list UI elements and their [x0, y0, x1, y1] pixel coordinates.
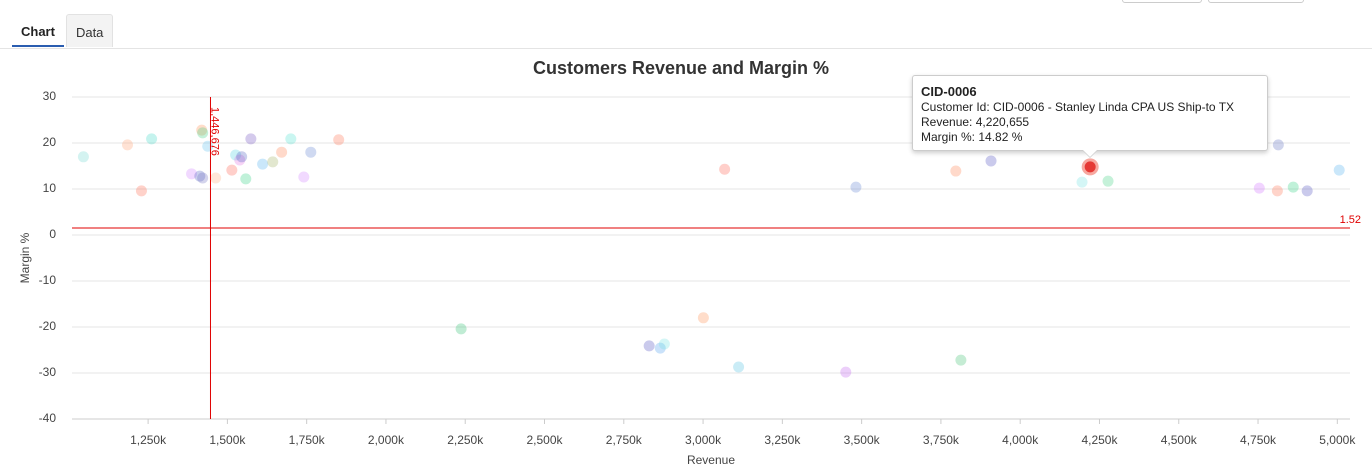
point [240, 173, 252, 185]
point [197, 172, 209, 184]
x-tick-label: 2,000k [368, 433, 405, 447]
point [455, 323, 467, 335]
point [697, 312, 709, 324]
point [276, 146, 288, 158]
point [285, 133, 297, 145]
point [658, 338, 670, 350]
point [654, 342, 666, 354]
x-tick-label: 3,750k [923, 433, 960, 447]
x-tick-label: 1,500k [209, 433, 246, 447]
point [186, 168, 198, 180]
y-tick-label: 0 [49, 227, 56, 241]
x-tick-label: 4,750k [1240, 433, 1277, 447]
point [333, 134, 345, 146]
point [257, 158, 269, 170]
point [135, 185, 147, 197]
x-tick-label: 2,500k [526, 433, 563, 447]
highlight-point [1081, 158, 1099, 176]
point [236, 151, 248, 163]
tabs: Chart Data [12, 14, 114, 47]
point [840, 366, 852, 378]
point [210, 172, 222, 184]
point [245, 133, 257, 145]
tooltip-line: Customer Id: CID-0006 - Stanley Linda CP… [921, 100, 1235, 114]
x-tick-label: 3,000k [685, 433, 722, 447]
x-axis-label: Revenue [687, 453, 735, 467]
x-tick-label: 4,250k [1081, 433, 1118, 447]
point [194, 170, 206, 182]
point [719, 163, 731, 175]
x-tick-label: 2,750k [606, 433, 643, 447]
y-tick-label: -30 [39, 365, 57, 379]
tab[interactable]: Data [65, 14, 114, 47]
point [643, 340, 655, 352]
point [1253, 182, 1265, 194]
reference-label-x: 1,446,676 [209, 107, 221, 156]
x-tick-label: 4,500k [1161, 433, 1198, 447]
button[interactable] [1208, 0, 1304, 3]
tab[interactable]: Chart [12, 14, 64, 47]
point [1333, 164, 1345, 176]
point [1287, 181, 1299, 193]
chart-title: Customers Revenue and Margin % [533, 58, 829, 78]
point [1272, 139, 1284, 151]
x-tick-label: 4,000k [1002, 433, 1039, 447]
x-tick-label: 3,250k [764, 433, 801, 447]
reference-label-y: 1.52 [1340, 214, 1361, 226]
y-tick-label: 30 [43, 89, 57, 103]
point [230, 149, 242, 161]
y-tick-label: -10 [39, 273, 57, 287]
y-tick-label: 10 [43, 181, 57, 195]
point [77, 151, 89, 163]
point [226, 164, 238, 176]
tooltip-line: Revenue: 4,220,655 [921, 115, 1030, 129]
point [267, 156, 279, 168]
point [196, 124, 208, 136]
y-tick-label: -40 [39, 411, 57, 425]
y-axis-label: Margin % [18, 232, 32, 283]
y-tick-label: 20 [43, 135, 57, 149]
point [121, 139, 133, 151]
point [950, 165, 962, 177]
y-tick-label: -20 [39, 319, 57, 333]
x-tick-label: 1,250k [130, 433, 167, 447]
point [985, 155, 997, 167]
point [298, 171, 310, 183]
tooltip-line: Margin %: 14.82 % [921, 130, 1023, 144]
point [1102, 175, 1114, 187]
point [1301, 185, 1313, 197]
point [1271, 185, 1283, 197]
tooltip-arrow [1083, 150, 1097, 157]
point [1076, 176, 1088, 188]
tooltip: CID-0006 Customer Id: CID-0006 - Stanley… [912, 75, 1268, 151]
point [305, 146, 317, 158]
point [850, 181, 862, 193]
point [146, 133, 158, 145]
point [733, 361, 745, 373]
x-tick-label: 2,250k [447, 433, 484, 447]
x-tick-label: 5,000k [1319, 433, 1356, 447]
point [955, 354, 967, 366]
x-tick-label: 3,500k [844, 433, 881, 447]
point [197, 127, 209, 139]
point [234, 154, 246, 166]
button[interactable] [1122, 0, 1202, 3]
divider [0, 48, 1372, 49]
tooltip-title: CID-0006 [921, 84, 977, 99]
x-tick-label: 1,750k [289, 433, 326, 447]
